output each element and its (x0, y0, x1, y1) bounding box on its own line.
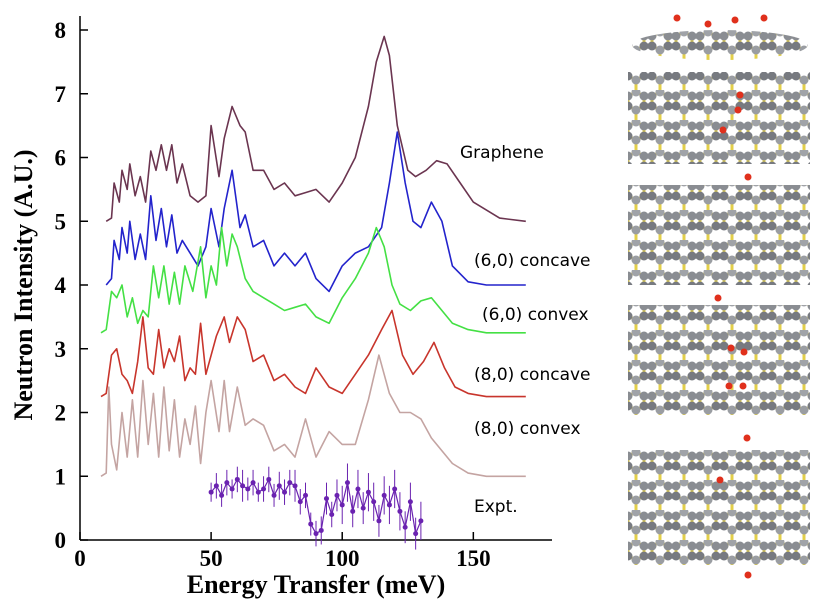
data-point (355, 486, 361, 492)
series-line (100, 226, 526, 334)
y-tick-label: 6 (55, 146, 67, 171)
series-line (100, 354, 526, 478)
series-label: (8,0) concave (474, 365, 591, 385)
data-point (266, 476, 272, 482)
data-point (381, 492, 387, 498)
series-line (100, 309, 526, 398)
x-tick-label: 100 (325, 546, 360, 571)
data-point (402, 524, 408, 530)
data-point (329, 512, 335, 517)
x-axis-title: Energy Transfer (meV) (187, 570, 446, 599)
data-point (371, 499, 377, 505)
data-point (365, 489, 371, 495)
x-tick-label: 150 (456, 546, 491, 571)
y-tick-label: 5 (55, 209, 67, 234)
data-point (224, 480, 230, 486)
y-tick-label: 1 (55, 464, 67, 489)
y-tick-label: 7 (55, 82, 67, 107)
data-point (308, 521, 314, 527)
data-point (213, 483, 219, 489)
structures (628, 14, 810, 579)
series-label: (6,0) convex (482, 305, 589, 325)
series-label: (8,0) convex (474, 419, 581, 439)
graphene-sheet (632, 30, 808, 60)
y-tick-label: 0 (55, 528, 67, 553)
nanotube-8-0-convex (628, 450, 810, 565)
oxygen-atoms (673, 14, 768, 579)
data-point (339, 502, 345, 508)
nanotube-6-0-convex (628, 185, 810, 285)
data-point (282, 489, 288, 495)
data-point (255, 489, 261, 495)
data-point (292, 483, 298, 489)
x-tick-label: 0 (74, 546, 86, 571)
data-point (318, 527, 324, 533)
nanotube-8-0-concave (628, 305, 810, 415)
nanotube-6-0-concave (628, 72, 810, 164)
data-point (418, 518, 424, 524)
data-point (360, 505, 366, 511)
data-point (397, 508, 403, 514)
data-point (303, 492, 309, 498)
data-point (386, 502, 392, 508)
series-label: (6,0) concave (474, 251, 591, 271)
data-point (240, 483, 246, 489)
x-tick-label: 50 (200, 546, 223, 571)
series-label: Expt. (474, 497, 518, 517)
series-line (105, 131, 526, 293)
series-label: Graphene (460, 143, 544, 163)
data-point (287, 480, 293, 486)
data-point (234, 476, 240, 482)
data-point (313, 531, 319, 537)
data-point (261, 486, 267, 492)
data-point (219, 492, 225, 498)
data-point (245, 486, 251, 492)
data-point (271, 492, 277, 498)
data-point (407, 499, 413, 505)
data-point (323, 496, 329, 502)
y-tick-label: 4 (55, 273, 67, 298)
data-point (297, 499, 303, 505)
data-point (392, 486, 398, 492)
data-point (229, 486, 235, 492)
y-tick-label: 2 (55, 401, 67, 426)
y-tick-label: 3 (55, 337, 67, 362)
data-point (250, 480, 256, 486)
data-point (350, 508, 356, 514)
data-point (413, 531, 419, 537)
y-tick-label: 8 (55, 18, 67, 43)
data-point (334, 492, 340, 498)
data-point (276, 483, 282, 489)
data-point (376, 518, 382, 524)
data-point (344, 480, 350, 486)
data-point (208, 489, 214, 495)
series-line (105, 35, 526, 223)
y-axis-title: Neutron Intensity (A.U.) (9, 149, 38, 420)
